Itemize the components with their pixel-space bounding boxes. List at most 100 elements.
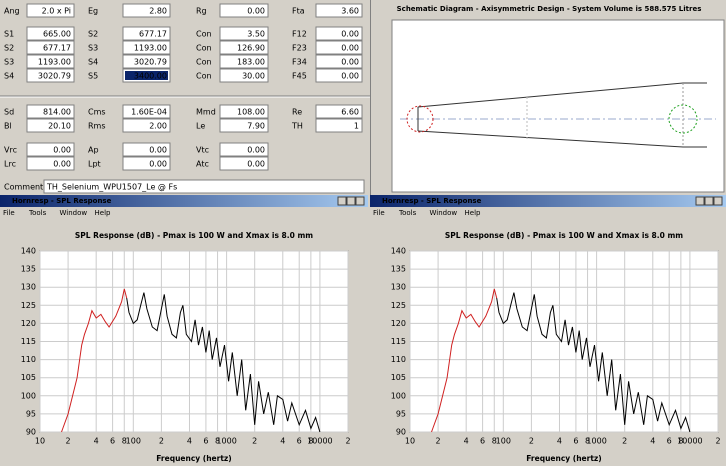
field-label: Bl (4, 122, 12, 131)
field-label: Le (196, 122, 205, 131)
chart-title: SPL Response (dB) - Pmax is 100 W and Xm… (445, 231, 683, 240)
field-value: 0.00 (53, 146, 71, 155)
field-value: 814.00 (43, 108, 71, 117)
menu-item[interactable]: File (3, 209, 15, 217)
input-box[interactable] (219, 118, 269, 133)
x-tick-label: 4 (187, 437, 192, 446)
input-box[interactable] (122, 156, 171, 171)
field-value: 0.00 (247, 160, 265, 169)
x-tick-label: 8 (308, 437, 313, 446)
window-button[interactable] (713, 196, 723, 206)
input-box[interactable] (219, 54, 269, 69)
window-button[interactable] (704, 196, 714, 206)
input-box[interactable] (315, 68, 363, 83)
input-box[interactable] (26, 104, 75, 119)
y-tick-label: 95 (26, 409, 36, 418)
field-label: Eg (88, 7, 98, 16)
field-label: S3 (4, 58, 14, 67)
x-tick-label: 10 (35, 437, 45, 446)
menu-item[interactable]: File (373, 209, 385, 217)
field-label: S3 (88, 44, 98, 53)
input-box[interactable] (315, 40, 363, 55)
field-value: 0.00 (341, 72, 359, 81)
spl-curve (61, 288, 128, 433)
input-box[interactable] (122, 142, 171, 157)
field-label: Re (292, 108, 302, 117)
input-box[interactable] (219, 142, 269, 157)
x-tick-label: 2 (252, 437, 257, 446)
field-value: 183.00 (237, 58, 265, 67)
field-value: 3020.79 (38, 72, 71, 81)
input-box[interactable] (315, 3, 363, 18)
input-box[interactable] (122, 54, 171, 69)
field-value: 2.0 x Pi (42, 7, 71, 16)
horn-wall (417, 130, 707, 148)
input-box[interactable] (26, 26, 75, 41)
input-box[interactable] (315, 104, 363, 119)
field-value: 0.00 (341, 44, 359, 53)
input-box[interactable] (26, 40, 75, 55)
input-box[interactable] (43, 179, 365, 194)
input-box[interactable] (315, 118, 363, 133)
input-box[interactable] (315, 26, 363, 41)
y-tick-label: 125 (391, 301, 406, 310)
selection (125, 71, 168, 80)
field-label: Ang (4, 7, 20, 16)
spl-curve (496, 292, 691, 433)
field-label: Con (196, 30, 212, 39)
field-label: S4 (4, 72, 14, 81)
y-tick-label: 125 (21, 301, 36, 310)
input-box[interactable] (219, 40, 269, 55)
input-box[interactable] (219, 104, 269, 119)
title-bar (370, 195, 726, 207)
field-value: 7.90 (247, 122, 265, 131)
field-label: Vrc (4, 146, 17, 155)
x-tick-label: 10000 (307, 437, 332, 446)
y-tick-label: 110 (21, 355, 36, 364)
input-box[interactable] (26, 142, 75, 157)
field-value: 0.00 (341, 30, 359, 39)
y-tick-label: 100 (391, 391, 406, 400)
menu-item[interactable]: Window (60, 209, 88, 217)
menu-item[interactable]: Tools (398, 209, 417, 217)
input-box[interactable] (26, 54, 75, 69)
input-box[interactable] (26, 156, 75, 171)
menu-item[interactable]: Help (95, 209, 112, 217)
window-button[interactable] (355, 196, 365, 206)
x-tick-label: 2 (715, 437, 720, 446)
input-box[interactable] (122, 26, 171, 41)
field-value: 3020.79 (134, 58, 167, 67)
field-label: S2 (88, 30, 98, 39)
input-box[interactable] (26, 118, 75, 133)
input-box[interactable] (219, 26, 269, 41)
y-tick-label: 90 (396, 428, 406, 437)
input-box[interactable] (26, 68, 75, 83)
menu-item[interactable]: Tools (28, 209, 47, 217)
field-value: 20.10 (48, 122, 71, 131)
input-box[interactable] (122, 118, 171, 133)
input-box[interactable] (219, 68, 269, 83)
field-value: 0.00 (53, 160, 71, 169)
window-title: Hornresp - SPL Response (382, 197, 482, 205)
input-box[interactable] (219, 156, 269, 171)
field-label: Fta (292, 7, 305, 16)
window-button[interactable] (337, 196, 347, 206)
y-tick-label: 130 (21, 283, 36, 292)
input-box[interactable] (122, 3, 171, 18)
menu-item[interactable]: Window (430, 209, 458, 217)
input-box[interactable] (315, 54, 363, 69)
window-button[interactable] (695, 196, 705, 206)
window-button[interactable] (346, 196, 356, 206)
menu-item[interactable]: Help (465, 209, 482, 217)
input-box[interactable] (219, 3, 269, 18)
x-tick-label: 4 (94, 437, 99, 446)
input-box[interactable] (122, 104, 171, 119)
chart-title: SPL Response (dB) - Pmax is 100 W and Xm… (75, 231, 313, 240)
x-tick-label: 6 (297, 437, 302, 446)
input-box[interactable] (122, 40, 171, 55)
x-tick-label: 10000 (677, 437, 702, 446)
x-tick-label: 4 (280, 437, 285, 446)
x-axis-label: Frequency (hertz) (156, 454, 231, 463)
input-box[interactable] (26, 3, 75, 18)
field-value: TH_Selenium_WPU1507_Le @ Fs (46, 183, 177, 192)
